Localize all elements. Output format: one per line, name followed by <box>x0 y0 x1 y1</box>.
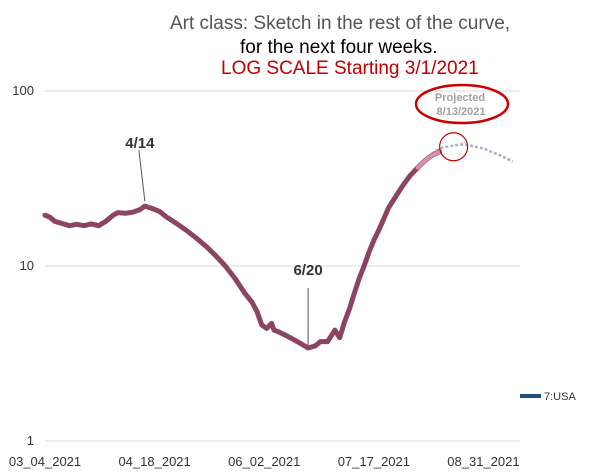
y-tick-label: 100 <box>12 83 34 98</box>
x-tick-label: 07_17_2021 <box>338 454 410 469</box>
x-tick-label: 03_04_2021 <box>9 454 81 469</box>
x-tick-label: 08_31_2021 <box>447 454 519 469</box>
legend-label: 7:USA <box>544 391 576 403</box>
peak-highlight <box>415 149 442 170</box>
projected-label: 8/13/2021 <box>437 106 486 118</box>
peak-circle <box>439 132 469 162</box>
chart-title-line-1: Art class: Sketch in the rest of the cur… <box>170 13 511 34</box>
x-tick-label: 04_18_2021 <box>118 454 190 469</box>
x-tick-label: 06_02_2021 <box>228 454 300 469</box>
projected-ellipse <box>414 83 510 125</box>
chart-title-line-3: LOG SCALE Starting 3/1/2021 <box>221 58 479 79</box>
annotation-leader <box>138 149 146 202</box>
chart-title-line-2: for the next four weeks. <box>240 37 438 58</box>
y-tick-label: 10 <box>20 258 34 273</box>
projected-label: Projected <box>435 92 485 104</box>
series-line-usa <box>42 149 443 351</box>
y-tick-label: 1 <box>27 433 34 448</box>
annotation-label: 6/20 <box>293 262 322 279</box>
annotation-label: 4/14 <box>125 135 155 152</box>
